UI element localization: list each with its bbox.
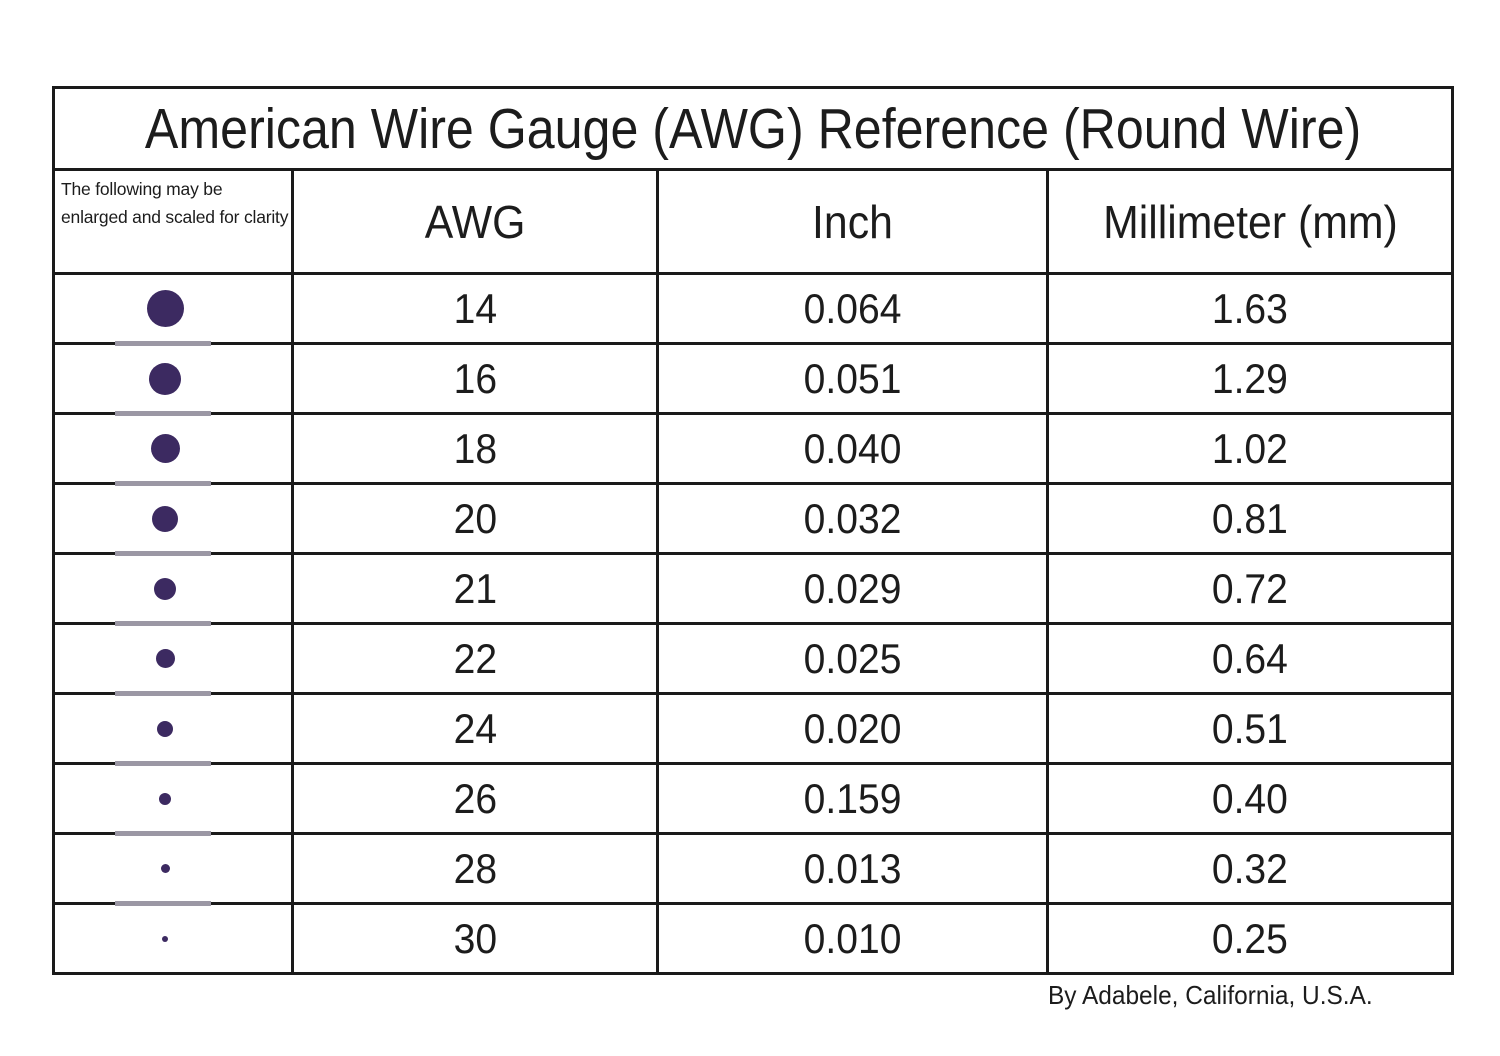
mm-value: 1.02 [1049, 415, 1451, 482]
inch-value: 0.020 [659, 695, 1046, 762]
scale-note: The following may be enlarged and scaled… [55, 171, 291, 272]
mm-value: 0.81 [1049, 485, 1451, 552]
dot-underline [115, 691, 211, 696]
dot-underline [115, 761, 211, 766]
mm-value: 0.32 [1049, 835, 1451, 902]
column-header-inch-label: Inch [812, 195, 893, 248]
awg-value: 28 [294, 835, 656, 902]
awg-value: 21 [294, 555, 656, 622]
column-header-awg: AWG [294, 171, 656, 272]
dot-underline [115, 341, 211, 346]
wire-dot-cell [55, 835, 291, 906]
awg-value: 24 [294, 695, 656, 762]
mm-value: 1.29 [1049, 345, 1451, 412]
mm-value: 0.64 [1049, 625, 1451, 692]
dot-underline [115, 481, 211, 486]
inch-value: 0.064 [659, 275, 1046, 342]
inch-value: 0.013 [659, 835, 1046, 902]
inch-value: 0.032 [659, 485, 1046, 552]
wire-dot-cell [55, 485, 291, 556]
column-header-awg-label: AWG [424, 195, 526, 248]
awg-value: 16 [294, 345, 656, 412]
wire-dot-cell [55, 625, 291, 696]
wire-size-dot [155, 649, 175, 668]
mm-value: 0.72 [1049, 555, 1451, 622]
column-header-inch: Inch [659, 171, 1046, 272]
inch-value: 0.025 [659, 625, 1046, 692]
page-title: American Wire Gauge (AWG) Reference (Rou… [144, 96, 1362, 161]
dot-underline [115, 621, 211, 626]
wire-size-dot [149, 362, 181, 395]
dot-underline [115, 831, 211, 836]
wire-size-dot [152, 505, 178, 532]
awg-value: 26 [294, 765, 656, 832]
inch-value: 0.040 [659, 415, 1046, 482]
wire-size-dot [150, 434, 180, 463]
wire-size-dot [154, 577, 176, 600]
wire-size-dot [146, 290, 184, 327]
wire-dot-cell [55, 275, 291, 346]
inch-value: 0.051 [659, 345, 1046, 412]
inch-value: 0.029 [659, 555, 1046, 622]
awg-value: 22 [294, 625, 656, 692]
wire-dot-cell [55, 555, 291, 626]
wire-dot-cell [55, 765, 291, 836]
mm-value: 1.63 [1049, 275, 1451, 342]
wire-size-dot [160, 864, 170, 873]
awg-reference-table: American Wire Gauge (AWG) Reference (Rou… [52, 86, 1454, 975]
mm-value: 0.25 [1049, 905, 1451, 972]
wire-dot-cell [55, 345, 291, 416]
wire-dot-cell [55, 695, 291, 766]
awg-value: 20 [294, 485, 656, 552]
wire-size-dot [159, 792, 171, 805]
table-title-cell: American Wire Gauge (AWG) Reference (Rou… [55, 89, 1451, 168]
dot-underline [115, 901, 211, 906]
wire-size-dot [157, 720, 173, 737]
wire-size-dot [162, 935, 168, 942]
inch-value: 0.159 [659, 765, 1046, 832]
column-header-mm: Millimeter (mm) [1049, 171, 1451, 272]
dot-underline [115, 551, 211, 556]
wire-dot-cell [55, 905, 291, 972]
awg-value: 18 [294, 415, 656, 482]
column-header-mm-label: Millimeter (mm) [1102, 195, 1398, 248]
inch-value: 0.010 [659, 905, 1046, 972]
awg-value: 30 [294, 905, 656, 972]
mm-value: 0.51 [1049, 695, 1451, 762]
credit-line: By Adabele, California, U.S.A. [1048, 980, 1373, 1010]
wire-dot-cell [55, 415, 291, 486]
awg-value: 14 [294, 275, 656, 342]
mm-value: 0.40 [1049, 765, 1451, 832]
dot-underline [115, 411, 211, 416]
